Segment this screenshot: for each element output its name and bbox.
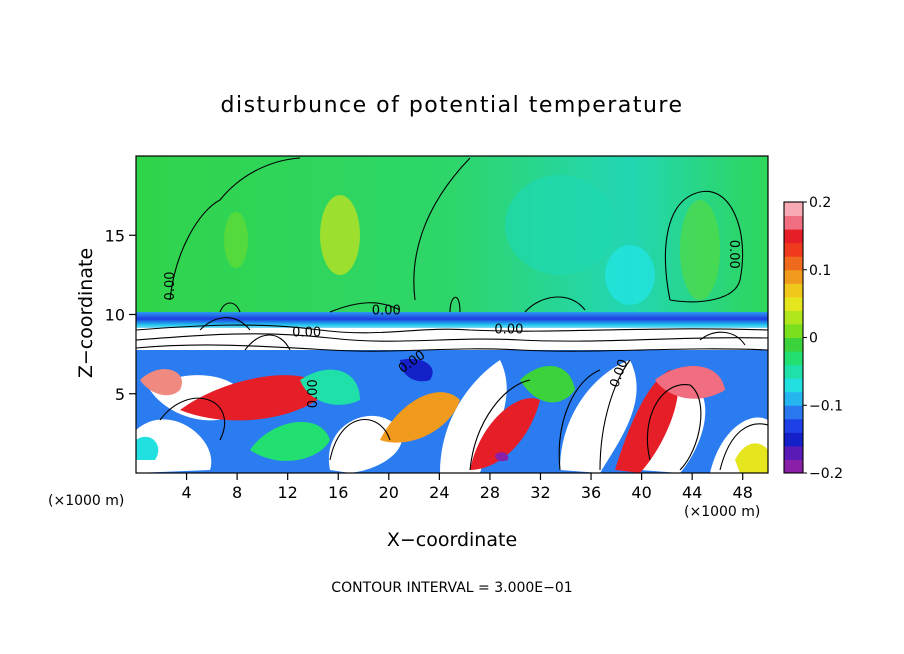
colorbar-swatch	[784, 391, 803, 406]
colorbar-swatch	[784, 364, 803, 379]
x-axis-label: X−coordinate	[387, 529, 517, 551]
y-tick-label: 10	[105, 306, 125, 325]
x-tick-label: 32	[530, 483, 550, 502]
contour-label: 0.00	[163, 271, 178, 300]
colorbar: 0.2 0.1 0 −0.1 −0.2	[783, 195, 843, 482]
y-tick-label: 5	[115, 385, 125, 404]
colorbar-swatch	[784, 215, 803, 230]
colorbar-swatch	[784, 378, 803, 393]
colorbar-tick-label: 0	[809, 331, 818, 347]
colorbar-tick-label: −0.1	[809, 398, 843, 414]
x-unit-left: (×1000 m)	[48, 493, 124, 509]
y-axis: 5 10 15	[105, 226, 136, 404]
colorbar-tick-label: 0.1	[809, 263, 831, 279]
contour-label: 0.00	[372, 304, 401, 319]
x-tick-label: 24	[429, 483, 449, 502]
x-tick-label: 4	[181, 483, 191, 502]
x-tick-label: 20	[379, 483, 399, 502]
colorbar-swatch	[784, 310, 803, 325]
y-axis-label: Z−coordinate	[75, 248, 97, 378]
colorbar-swatch	[784, 269, 803, 284]
colorbar-swatch	[784, 256, 803, 271]
x-tick-label: 12	[278, 483, 298, 502]
chart-title: disturbunce of potential temperature	[221, 93, 684, 118]
colorbar-swatch	[784, 351, 803, 366]
colorbar-swatch	[784, 459, 803, 474]
x-tick-label: 36	[581, 483, 601, 502]
contour-interval-footer: CONTOUR INTERVAL = 3.000E−01	[331, 580, 572, 596]
colorbar-swatch	[784, 229, 803, 244]
x-tick-label: 48	[733, 483, 753, 502]
colorbar-tick-label: 0.2	[809, 195, 831, 211]
contour-label: 0.00	[726, 240, 741, 269]
colorbar-swatch	[784, 445, 803, 460]
colorbar-swatch	[784, 432, 803, 447]
contour-label: 0.00	[292, 326, 321, 341]
colorbar-swatch	[784, 296, 803, 311]
colorbar-swatch	[784, 405, 803, 420]
y-tick-label: 15	[105, 226, 125, 245]
upper-field	[136, 156, 768, 322]
x-tick-label: 16	[328, 483, 348, 502]
contour-lines	[136, 157, 768, 471]
colorbar-tick-label: −0.2	[809, 466, 843, 482]
plot-area	[136, 156, 768, 473]
lower-field	[136, 350, 768, 473]
colorbar-swatch	[784, 283, 803, 298]
x-tick-label: 28	[480, 483, 500, 502]
colorbar-swatch	[784, 418, 803, 433]
x-axis: 4 8 12 16 20 24 28 32 36 40 44 48	[181, 473, 753, 502]
colorbar-swatch	[784, 242, 803, 257]
colorbar-swatch	[784, 202, 803, 217]
colorbar-swatch	[784, 337, 803, 352]
contour-label: 0.00	[306, 379, 321, 408]
contour-label: 0.00	[494, 323, 523, 338]
x-tick-label: 8	[232, 483, 242, 502]
x-tick-label: 40	[631, 483, 651, 502]
x-tick-label: 44	[682, 483, 702, 502]
colorbar-swatch	[784, 323, 803, 338]
x-unit-right: (×1000 m)	[684, 504, 760, 520]
